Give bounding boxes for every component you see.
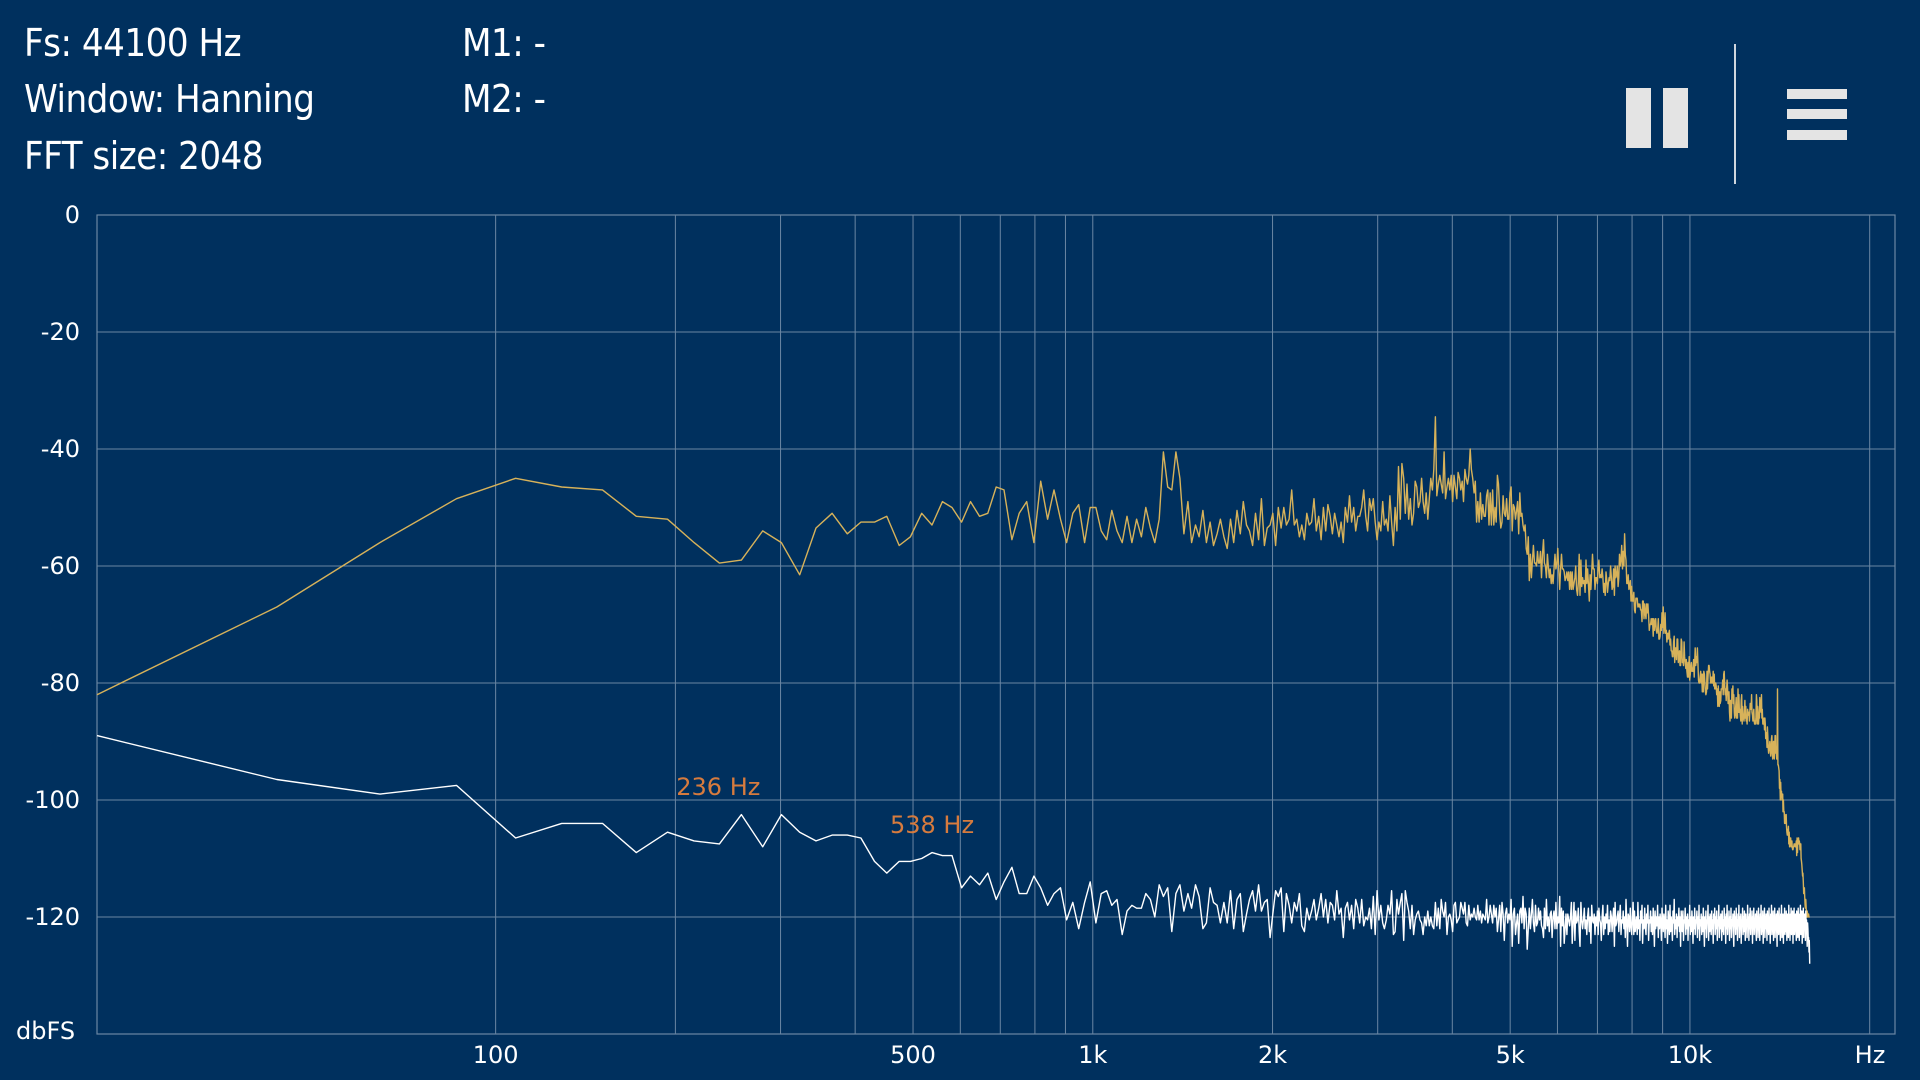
y-tick-label: -80 <box>41 669 80 697</box>
y-axis-ticks: 0 -20 -40 -60 -80 -100 -120 <box>26 201 80 931</box>
x-tick-label: 10k <box>1668 1041 1713 1069</box>
marker-2-label: M2: - <box>462 77 546 121</box>
peak-label: 236 Hz <box>676 773 760 801</box>
menu-button[interactable] <box>1778 82 1854 152</box>
sample-rate-label: Fs: 44100 Hz <box>24 21 242 65</box>
x-axis-unit-label: Hz <box>1855 1041 1886 1069</box>
chart-series <box>96 416 1811 964</box>
y-tick-label: -20 <box>41 318 80 346</box>
y-tick-label: -120 <box>26 903 80 931</box>
y-tick-label: 0 <box>65 201 80 229</box>
peak-annotations: 236 Hz 538 Hz <box>676 773 974 839</box>
toolbar-divider <box>1734 44 1736 184</box>
x-tick-label: 100 <box>473 1041 519 1069</box>
x-tick-label: 5k <box>1496 1041 1525 1069</box>
y-axis-unit-label: dbFS <box>16 1017 75 1045</box>
window-function-label: Window: Hanning <box>24 77 315 121</box>
fft-size-label: FFT size: 2048 <box>24 134 264 178</box>
y-tick-label: -100 <box>26 786 80 814</box>
x-tick-label: 500 <box>890 1041 936 1069</box>
y-tick-label: -40 <box>41 435 80 463</box>
x-tick-label: 1k <box>1078 1041 1107 1069</box>
y-tick-label: -60 <box>41 552 80 580</box>
pause-button[interactable] <box>1612 82 1688 152</box>
x-axis-ticks: 100 500 1k 2k 5k 10k <box>473 1041 1713 1069</box>
peak-label: 538 Hz <box>890 811 974 839</box>
spectrum-line-lower <box>96 734 1811 964</box>
x-tick-label: 2k <box>1258 1041 1287 1069</box>
spectrum-line-upper <box>96 416 1810 918</box>
marker-1-label: M1: - <box>462 21 546 65</box>
